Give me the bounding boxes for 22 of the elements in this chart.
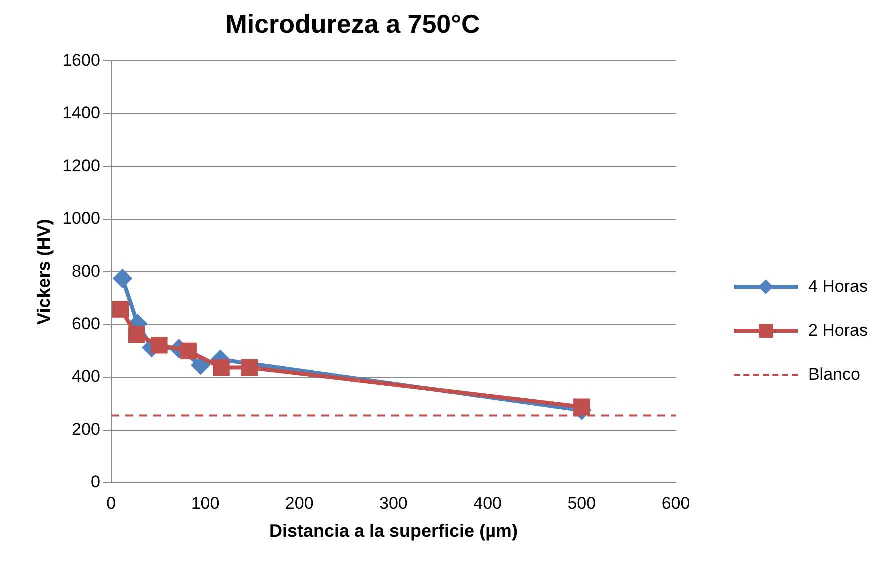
x-tick-label: 500 bbox=[568, 494, 596, 513]
y-tick-label: 1000 bbox=[62, 209, 100, 228]
x-tick-label: 400 bbox=[474, 494, 502, 513]
y-tick-label: 0 bbox=[90, 472, 100, 492]
x-tick-label: 300 bbox=[380, 494, 408, 513]
y-tick-label: 200 bbox=[72, 420, 100, 439]
y-tick-label: 1200 bbox=[62, 156, 100, 176]
x-tick-label: 100 bbox=[191, 494, 220, 513]
y-tick-label: 1400 bbox=[62, 104, 100, 123]
y-axis-title: Vickers (HV) bbox=[34, 219, 54, 325]
x-tick-label: 600 bbox=[662, 494, 690, 513]
legend-label: Blanco bbox=[808, 365, 860, 385]
x-axis-title: Distancia a la superficie (µm) bbox=[269, 521, 518, 542]
legend-label: 4 Horas bbox=[808, 277, 868, 297]
legend-label: 2 Horas bbox=[808, 321, 868, 341]
y-tick-label: 400 bbox=[72, 367, 100, 386]
y-tick-label: 800 bbox=[72, 262, 100, 281]
x-tick-label: 200 bbox=[285, 494, 314, 513]
y-tick-label: 600 bbox=[72, 314, 100, 334]
chart-title: Microdureza a 750°C bbox=[226, 8, 481, 39]
y-tick-label: 1600 bbox=[62, 50, 100, 70]
x-tick-label: 0 bbox=[106, 494, 116, 513]
